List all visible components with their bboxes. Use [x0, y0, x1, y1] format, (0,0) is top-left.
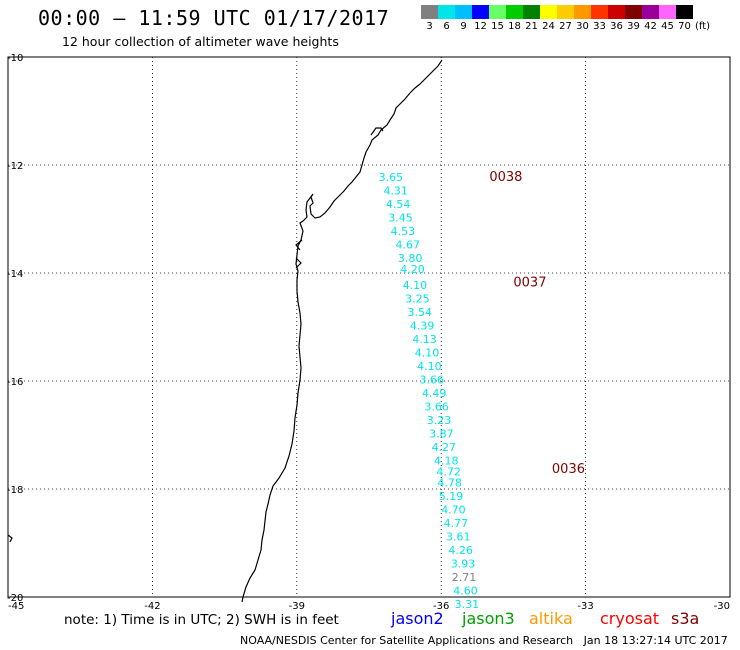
- wave-height-value: 3.23: [427, 414, 452, 427]
- color-scale: [421, 5, 693, 19]
- cycle-labels: 0038 0037 0036: [489, 170, 585, 477]
- color-swatch: [421, 5, 438, 19]
- wave-height-value: 4.72: [436, 466, 461, 479]
- color-swatch: [455, 5, 472, 19]
- wave-height-value: 3.80: [398, 252, 423, 265]
- color-scale-label: 33: [593, 21, 606, 32]
- color-scale-label: 42: [644, 21, 657, 32]
- latitude-tick-label: -16: [7, 377, 23, 388]
- longitude-tick-label: -30: [714, 601, 730, 612]
- color-swatch: [557, 5, 574, 19]
- cycle-label: 0037: [513, 276, 546, 291]
- color-swatch: [523, 5, 540, 19]
- coastline: [241, 59, 443, 603]
- wave-height-value: 3.45: [388, 212, 413, 225]
- color-swatch: [625, 5, 642, 19]
- color-swatch: [506, 5, 523, 19]
- latitude-tick-label: -20: [7, 593, 23, 604]
- subtitle: 12 hour collection of altimeter wave hei…: [62, 34, 339, 49]
- color-swatch: [574, 5, 591, 19]
- satellite-jason3: jason3: [462, 609, 515, 628]
- color-swatch: [591, 5, 608, 19]
- wave-height-value: 4.53: [391, 225, 416, 238]
- wave-height-labels: 3.654.314.543.454.534.673.804.204.103.25…: [379, 171, 480, 611]
- wave-height-value: 4.10: [415, 347, 440, 360]
- color-scale-label: 12: [474, 21, 487, 32]
- wave-height-value: 4.20: [400, 263, 425, 276]
- longitude-tick-label: -33: [577, 601, 593, 612]
- wave-height-value: 4.70: [441, 503, 466, 516]
- wave-height-value: 4.31: [383, 185, 408, 198]
- color-swatch: [659, 5, 676, 19]
- color-scale-label: 70: [678, 21, 691, 32]
- wave-height-value: 3.87: [429, 428, 454, 441]
- color-scale-label: 21: [525, 21, 538, 32]
- wave-height-value: 3.65: [379, 171, 404, 184]
- color-scale-label: 39: [627, 21, 640, 32]
- cycle-label: 0036: [552, 462, 585, 477]
- longitude-tick-label: -45: [8, 601, 24, 612]
- wave-height-value: 5.19: [439, 490, 464, 503]
- color-scale-labels: 3 6 9 12 15 18 21 24 27 30 33 36 39 42 45 70 (ft): [421, 21, 715, 32]
- wave-height-value: 4.27: [432, 441, 457, 454]
- wave-height-value: 4.78: [437, 476, 462, 489]
- color-swatch: [438, 5, 455, 19]
- longitude-tick-label: -36: [433, 601, 449, 612]
- color-scale-unit: (ft): [695, 21, 711, 32]
- wave-height-value: 4.39: [410, 320, 435, 333]
- color-scale-label: 36: [610, 21, 623, 32]
- coastline-islands: [7, 127, 384, 543]
- wave-height-value: 3.93: [451, 557, 476, 570]
- color-scale-label: 30: [576, 21, 589, 32]
- latitude-tick-label: -18: [7, 485, 23, 496]
- wave-height-value: 4.10: [403, 279, 428, 292]
- color-swatch: [489, 5, 506, 19]
- color-swatch: [472, 5, 489, 19]
- color-scale-label: 6: [443, 21, 450, 32]
- wave-height-value: 4.10: [417, 360, 442, 373]
- wave-height-value: 4.26: [448, 544, 473, 557]
- title: 00:00 — 11:59 UTC 01/17/2017: [38, 6, 390, 30]
- color-scale-label: 9: [460, 21, 467, 32]
- map-frame: [7, 56, 731, 598]
- color-scale-label: 3: [426, 21, 433, 32]
- wave-height-value: 4.60: [453, 584, 478, 597]
- wave-height-value: 4.54: [386, 198, 411, 211]
- wave-height-value: 3.66: [420, 374, 445, 387]
- wave-height-value: 3.54: [408, 306, 433, 319]
- wave-height-value: 4.77: [444, 517, 469, 530]
- wave-height-value: 4.67: [395, 239, 420, 252]
- color-swatch: [540, 5, 557, 19]
- satellite-altika: altika: [529, 609, 573, 628]
- color-scale-label: 15: [491, 21, 504, 32]
- wave-height-value: 3.25: [405, 293, 430, 306]
- credit: NOAA/NESDIS Center for Satellite Applica…: [240, 634, 728, 647]
- color-scale-label: 18: [508, 21, 521, 32]
- longitude-tick-label: -39: [289, 601, 305, 612]
- wave-height-value: 2.71: [452, 571, 477, 584]
- latitude-tick-label: -10: [7, 53, 23, 64]
- color-swatch: [608, 5, 625, 19]
- latitude-tick-label: -12: [7, 161, 23, 172]
- satellite-s3a: s3a: [671, 609, 700, 628]
- wave-height-value: 4.18: [434, 455, 459, 468]
- color-scale-label: 27: [559, 21, 572, 32]
- color-swatch: [642, 5, 659, 19]
- note: note: 1) Time is in UTC; 2) SWH is in fe…: [64, 612, 339, 628]
- color-scale-label: 24: [542, 21, 555, 32]
- color-swatch: [676, 5, 693, 19]
- satellite-cryosat: cryosat: [600, 609, 660, 628]
- map-grid: -10 -12 -14 -16 -18 -20-45 -42 -39 -36 -33 -30: [7, 53, 731, 612]
- color-scale-label: 45: [661, 21, 674, 32]
- wave-height-value: 3.31: [455, 598, 480, 611]
- cycle-label: 0038: [489, 170, 522, 185]
- latitude-tick-label: -14: [7, 269, 23, 280]
- wave-height-value: 3.66: [424, 401, 449, 414]
- wave-height-value: 4.13: [412, 333, 437, 346]
- satellite-jason2: jason2: [391, 609, 444, 628]
- wave-height-value: 4.49: [422, 387, 447, 400]
- longitude-tick-label: -42: [144, 601, 160, 612]
- wave-height-value: 3.61: [446, 530, 471, 543]
